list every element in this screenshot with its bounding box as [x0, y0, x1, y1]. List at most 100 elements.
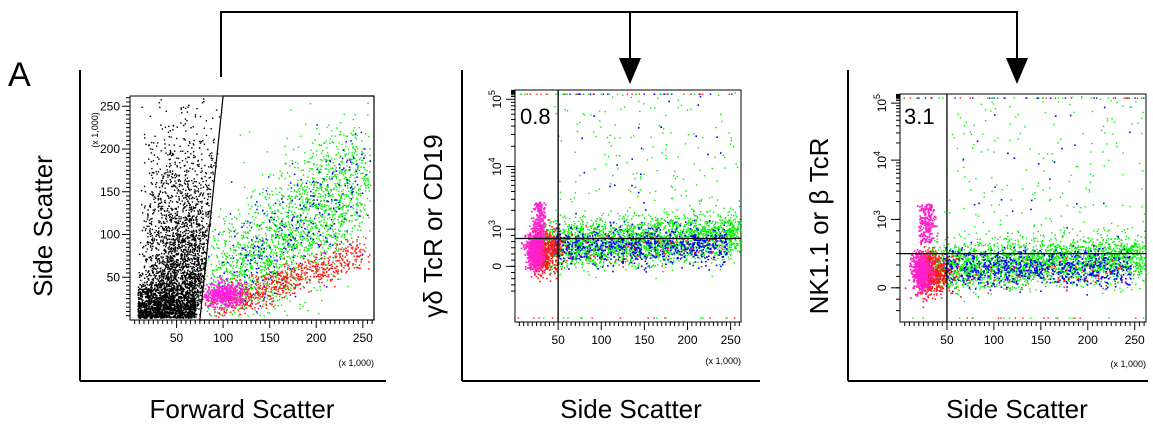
panel-1-point [340, 235, 343, 238]
panel-1-point [194, 258, 196, 260]
panel-1-point [305, 246, 307, 248]
panel-1-point [148, 308, 151, 310]
panel-1-point [329, 280, 332, 283]
panel-1-point [162, 263, 164, 265]
panel-1-point [305, 198, 307, 200]
panel-1-point [156, 316, 158, 318]
panel-1-point [333, 170, 336, 173]
panel-1-point [203, 233, 206, 236]
panel-1-point [208, 283, 211, 285]
panel-1-point [273, 256, 275, 259]
panel-1-point [266, 193, 269, 196]
panel-1-point [268, 258, 271, 261]
panel-1-point [181, 200, 184, 202]
panel-1-point [152, 281, 154, 283]
panel-1-point [196, 203, 198, 205]
panel-1-point [163, 236, 166, 238]
panel-1-point [192, 270, 194, 272]
panel-1-point [167, 299, 169, 302]
panel-1-point [192, 302, 194, 305]
panel-1-point [183, 197, 185, 199]
panel-1-point [187, 296, 190, 299]
panel-1-point [168, 251, 171, 253]
panel-1-point [291, 247, 293, 249]
panel-1-point [192, 229, 195, 232]
panel-1-point [278, 243, 280, 245]
panel-1-point [275, 234, 277, 236]
panel-1-point [185, 299, 188, 302]
panel-1-point [159, 168, 161, 170]
panel-1-point [272, 217, 274, 219]
panel-1-point [240, 265, 242, 268]
panel-1-point [143, 303, 146, 306]
panel-1-point [197, 223, 199, 225]
panel-1-point [199, 234, 201, 237]
panel-1-point [225, 262, 228, 265]
panel-1-point [158, 313, 160, 315]
panel-1-point [184, 271, 186, 273]
panel-1-point [324, 141, 326, 144]
panel-1-point [183, 261, 185, 263]
panel-1-point [177, 304, 179, 307]
panel-1-point [141, 314, 144, 316]
panel-1-point [267, 238, 269, 241]
panel-1-point [243, 300, 246, 302]
panel-1-point [192, 234, 194, 236]
panel-1-point [140, 190, 143, 192]
panel-1-point [162, 191, 164, 194]
panel-1-point [167, 261, 169, 264]
panel-1-point [313, 261, 316, 263]
panel-1-point [221, 256, 224, 258]
panel-1-point [285, 282, 287, 284]
panel-1-point [191, 243, 193, 245]
panel-1-point [202, 298, 204, 300]
panel-1-point [200, 295, 203, 297]
panel-1-point [274, 249, 277, 251]
panel-1-point [190, 206, 193, 208]
panel-1-point [355, 169, 357, 171]
panel-1-point [261, 300, 263, 302]
panel-1-point [231, 273, 234, 275]
panel-1-point [172, 124, 175, 127]
panel-1-point [367, 114, 369, 116]
panel-1-point [172, 292, 174, 294]
panel-1-point [329, 208, 332, 210]
panel-1-point [312, 220, 314, 222]
panel-1-point [251, 267, 254, 270]
panel-1-point [160, 225, 162, 228]
panel-1-point [292, 249, 294, 252]
panel-1-point [185, 130, 187, 132]
panel-1-point [141, 229, 144, 232]
panel-1-point [193, 297, 196, 299]
panel-1-point [144, 312, 146, 314]
panel-1-point [350, 163, 353, 165]
panel-1-point [197, 278, 199, 281]
panel-1-point [189, 215, 191, 218]
panel-1-point [338, 199, 340, 201]
panel-1-point [337, 205, 340, 207]
panel-1-point [171, 262, 173, 265]
panel-1-point [334, 158, 336, 160]
panel-1-point [206, 275, 209, 278]
panel-1-point [279, 234, 281, 237]
panel-1-point [199, 201, 201, 203]
panel-1-point [176, 264, 178, 266]
panel-1-point [199, 194, 201, 196]
panel-1-point [153, 238, 156, 240]
panel-1-point [173, 174, 176, 177]
panel-1-point [167, 285, 170, 287]
panel-1-point [229, 240, 231, 243]
panel-1-point [167, 272, 170, 275]
panel-1-point [207, 212, 210, 214]
panel-1-point [181, 293, 184, 296]
panel-1-point [187, 212, 190, 214]
panel-1-point [145, 251, 147, 253]
panel-1-point [266, 259, 268, 261]
panel-1-point [189, 224, 191, 227]
panel-1-point [147, 209, 149, 211]
panel-1-point [166, 174, 169, 176]
panel-1-point [332, 162, 334, 164]
panel-1-point [245, 295, 247, 298]
panel-1-point [178, 237, 180, 239]
panel-1-point [187, 214, 190, 216]
